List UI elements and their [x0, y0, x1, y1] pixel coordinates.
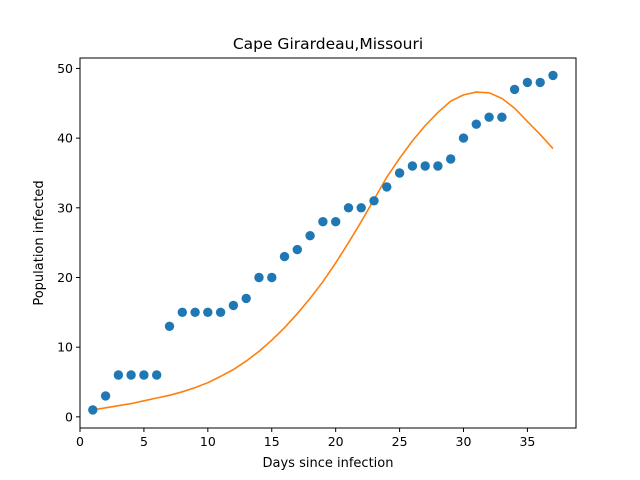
- x-tick-label: 35: [519, 434, 535, 449]
- data-point: [446, 154, 456, 164]
- data-point: [190, 307, 200, 317]
- data-point: [152, 370, 162, 380]
- data-point: [100, 391, 111, 401]
- data-point: [126, 370, 136, 380]
- fit-curve-line: [92, 91, 554, 411]
- data-point: [522, 77, 533, 88]
- chart-title: Cape Girardeau,Missouri: [233, 35, 423, 53]
- y-tick-label: 40: [57, 131, 73, 146]
- x-tick-label: 5: [140, 434, 148, 449]
- data-point: [164, 321, 175, 331]
- x-axis-label: Days since infection: [263, 456, 394, 471]
- data-point: [356, 203, 366, 213]
- y-axis-label: Population infected: [32, 180, 47, 305]
- y-tick-label: 20: [57, 270, 73, 285]
- data-point: [228, 300, 239, 311]
- data-point: [420, 161, 430, 171]
- data-point: [88, 405, 98, 415]
- data-point: [254, 272, 264, 283]
- x-tick-label: 10: [200, 434, 216, 449]
- x-tick-label: 15: [264, 434, 280, 449]
- data-point: [407, 161, 418, 171]
- data-point: [177, 307, 187, 317]
- data-point: [139, 370, 149, 380]
- data-point: [305, 231, 315, 241]
- data-point: [369, 196, 379, 206]
- x-tick-label: 30: [456, 434, 472, 449]
- data-point: [203, 307, 213, 317]
- y-tick-label: 30: [57, 200, 73, 215]
- data-point: [433, 161, 443, 171]
- data-point: [343, 203, 354, 213]
- data-point: [509, 84, 520, 95]
- data-point: [394, 168, 405, 178]
- x-tick-label: 20: [328, 434, 344, 449]
- data-point: [471, 119, 481, 129]
- data-point: [241, 293, 251, 304]
- data-point: [497, 112, 507, 122]
- plot-frame: [79, 57, 577, 429]
- y-tick-label: 10: [57, 340, 73, 355]
- data-point: [484, 112, 494, 122]
- data-point: [331, 217, 341, 227]
- y-axis-ticks: 0 10 20 30 40 50: [57, 61, 80, 424]
- x-axis-ticks: 0 5 10 15 20 25 30 35: [76, 428, 535, 449]
- data-point: [215, 307, 226, 317]
- series-layer: [88, 70, 558, 415]
- data-point: [548, 70, 558, 81]
- x-tick-label: 0: [76, 434, 84, 449]
- plot-area: [80, 58, 576, 428]
- data-point: [535, 77, 545, 88]
- x-tick-label: 25: [392, 434, 408, 449]
- data-point: [382, 182, 392, 192]
- y-tick-label: 0: [65, 409, 73, 424]
- y-tick-label: 50: [57, 61, 73, 76]
- data-point: [267, 272, 277, 283]
- data-point: [318, 217, 328, 227]
- data-point: [113, 370, 124, 380]
- data-point: [292, 244, 302, 255]
- data-point: [279, 251, 290, 262]
- data-point: [458, 133, 469, 143]
